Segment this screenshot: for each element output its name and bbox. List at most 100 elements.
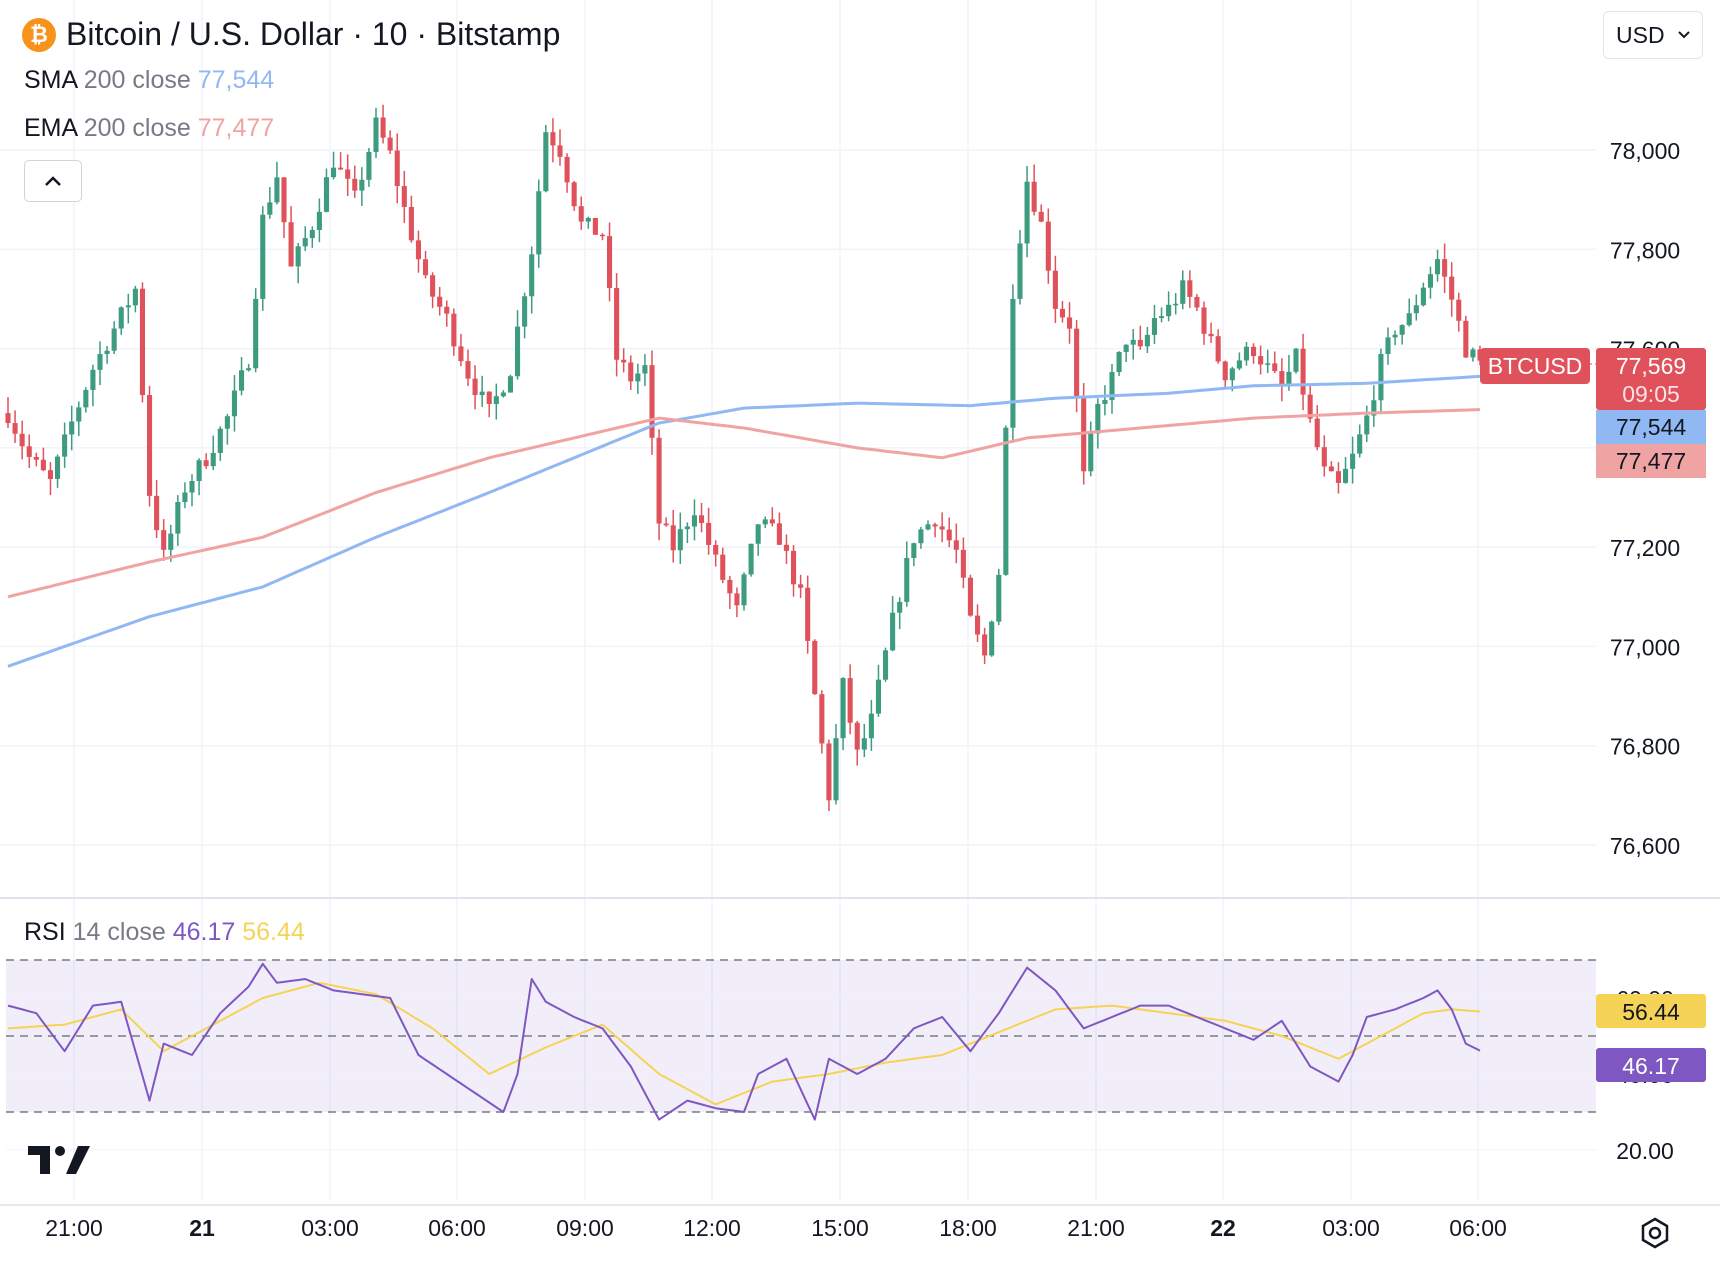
candle — [295, 243, 301, 284]
candle — [713, 540, 719, 567]
candle — [451, 308, 457, 356]
candle — [946, 517, 952, 548]
ema-legend[interactable]: EMA 200 close 77,477 — [24, 114, 274, 143]
chart-settings-button[interactable] — [1638, 1216, 1672, 1250]
candle-body — [182, 492, 188, 503]
candle-body — [1420, 287, 1426, 306]
sma-tag-value: 77,544 — [1616, 414, 1687, 440]
candle-body — [1427, 274, 1434, 288]
candle-body — [1166, 304, 1172, 317]
candle — [663, 517, 669, 527]
candle-body — [62, 434, 68, 457]
candle-body — [614, 288, 620, 360]
candle — [536, 179, 542, 268]
candle-body — [904, 558, 910, 602]
candle-body — [1180, 280, 1186, 304]
candle-body — [1385, 337, 1391, 355]
candle-body — [1243, 346, 1250, 361]
candle-body — [1350, 453, 1356, 469]
candle-body — [1364, 415, 1370, 435]
candle-body — [720, 554, 726, 580]
ema-value: 77,477 — [197, 114, 275, 142]
candle — [1449, 262, 1455, 317]
candle-body — [295, 246, 301, 267]
candle — [571, 180, 577, 211]
sma-label: SMA — [24, 66, 77, 94]
candle — [507, 374, 514, 393]
candle — [1166, 291, 1172, 322]
candle-body — [146, 395, 153, 496]
candle-body — [1151, 318, 1158, 335]
candle-body — [1031, 181, 1037, 212]
candle — [691, 499, 698, 541]
candle-body — [1095, 403, 1101, 434]
candle-body — [585, 217, 591, 222]
candle — [776, 512, 782, 546]
candle-body — [90, 369, 96, 390]
candle-body — [458, 346, 464, 362]
candle — [430, 272, 436, 309]
candle-body — [1173, 303, 1179, 306]
candle — [380, 104, 386, 144]
rsi-legend[interactable]: RSI 14 close 46.17 56.44 — [24, 918, 305, 947]
currency-select[interactable]: USD — [1603, 11, 1703, 59]
candle — [677, 512, 683, 564]
collapse-legend-button[interactable] — [24, 160, 82, 202]
candle-body — [1470, 349, 1476, 358]
candle — [1350, 436, 1356, 484]
candle — [1066, 302, 1073, 344]
rsi-ma-line — [7, 981, 1481, 1106]
candle-body — [408, 206, 414, 241]
candle-body — [847, 678, 853, 723]
candle — [1300, 333, 1306, 411]
candle-body — [415, 240, 422, 260]
candle — [352, 165, 358, 198]
candle-body — [260, 214, 266, 299]
candle — [394, 133, 400, 204]
candle-body — [196, 460, 202, 482]
rsi-ma-tag: 56.44 — [1596, 994, 1706, 1028]
candle-body — [677, 529, 683, 551]
candle-body — [536, 191, 542, 255]
candle — [125, 293, 131, 324]
candle — [309, 226, 315, 248]
candle — [139, 282, 146, 403]
candle-body — [953, 540, 959, 550]
bar-countdown: 09:05 — [1622, 381, 1680, 407]
candle — [146, 385, 153, 507]
candle — [649, 350, 655, 455]
candle — [54, 454, 61, 488]
candle — [224, 413, 230, 445]
candle — [373, 107, 379, 159]
candle — [359, 167, 365, 206]
candle-body — [911, 543, 917, 559]
candle-body — [1449, 276, 1455, 300]
candle — [1250, 343, 1257, 364]
candle — [967, 574, 974, 617]
candle — [246, 363, 252, 372]
candle — [1059, 300, 1066, 323]
candle — [1158, 307, 1165, 323]
candle — [1342, 457, 1349, 484]
candle-body — [373, 117, 379, 153]
candle-body — [861, 738, 867, 750]
candle — [302, 226, 308, 251]
candle-body — [132, 288, 138, 306]
candle — [5, 397, 11, 429]
candle-body — [444, 306, 450, 314]
ema-tag-value: 77,477 — [1616, 448, 1686, 474]
candle-body — [12, 423, 18, 434]
symbol-header[interactable]: ₿ Bitcoin / U.S. Dollar · 10 · Bitstamp — [22, 16, 560, 53]
candle-body — [925, 524, 931, 530]
candle-body — [698, 515, 705, 523]
candle-body — [430, 275, 436, 297]
sma-legend[interactable]: SMA 200 close 77,544 — [24, 66, 274, 95]
candle — [890, 596, 896, 652]
candle — [1265, 349, 1271, 374]
sma-params: 200 close — [83, 66, 191, 94]
price-axis-label: 76,600 — [1610, 833, 1680, 859]
candle-body — [967, 577, 974, 616]
candle-body — [507, 376, 514, 393]
candle — [1187, 270, 1193, 308]
